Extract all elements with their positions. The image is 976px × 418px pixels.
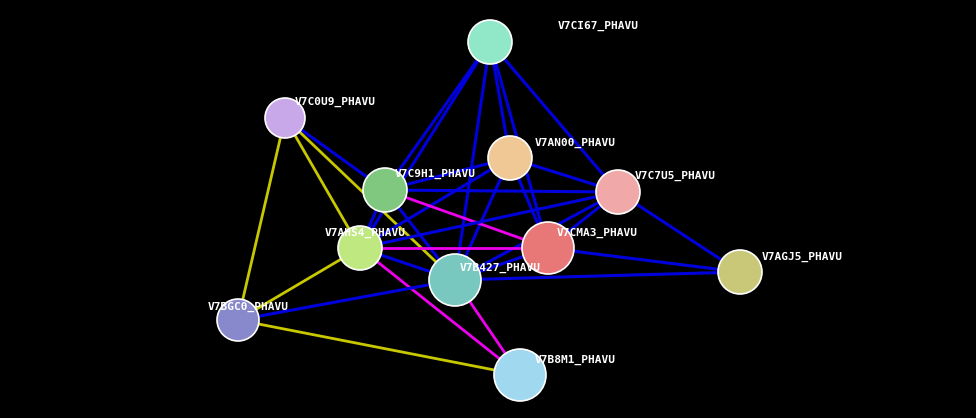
Circle shape <box>494 349 546 401</box>
Text: V7CI67_PHAVU: V7CI67_PHAVU <box>558 21 639 31</box>
Circle shape <box>338 226 382 270</box>
Text: V7BGC0_PHAVU: V7BGC0_PHAVU <box>208 302 289 312</box>
Circle shape <box>596 170 640 214</box>
Circle shape <box>468 20 512 64</box>
Text: V7B427_PHAVU: V7B427_PHAVU <box>460 263 541 273</box>
Circle shape <box>718 250 762 294</box>
Circle shape <box>488 136 532 180</box>
Text: V7B8M1_PHAVU: V7B8M1_PHAVU <box>535 355 616 365</box>
Text: V7C9H1_PHAVU: V7C9H1_PHAVU <box>395 169 476 179</box>
Circle shape <box>522 222 574 274</box>
Text: V7C7U5_PHAVU: V7C7U5_PHAVU <box>635 171 716 181</box>
Text: V7AHS4_PHAVU: V7AHS4_PHAVU <box>325 228 406 238</box>
Text: V7C0U9_PHAVU: V7C0U9_PHAVU <box>295 97 376 107</box>
Text: V7AN00_PHAVU: V7AN00_PHAVU <box>535 138 616 148</box>
Circle shape <box>429 254 481 306</box>
Circle shape <box>265 98 305 138</box>
Text: V7CMA3_PHAVU: V7CMA3_PHAVU <box>557 228 638 238</box>
Circle shape <box>363 168 407 212</box>
Circle shape <box>217 299 259 341</box>
Text: V7AGJ5_PHAVU: V7AGJ5_PHAVU <box>762 252 843 262</box>
